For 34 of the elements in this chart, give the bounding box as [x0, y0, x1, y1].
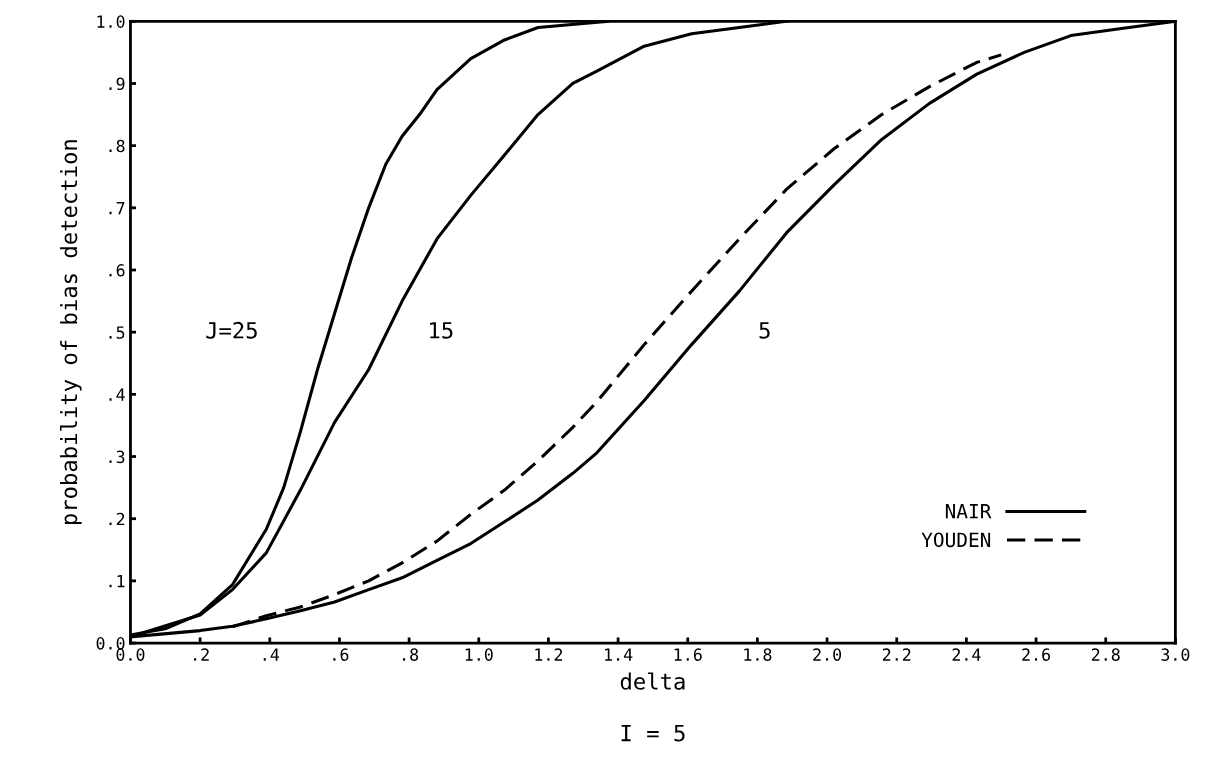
x-tick-label: 1.2 [535, 648, 563, 661]
x-tick-label: 2.0 [813, 648, 842, 661]
x-tick-label: 1.6 [674, 648, 702, 661]
x-tick-label: 2.4 [952, 648, 981, 661]
legend-label: NAIR [945, 504, 992, 519]
y-tick-label: .5 [109, 326, 125, 339]
y-tick-label: .6 [109, 264, 125, 277]
x-tick-label: 1.8 [744, 648, 772, 661]
y-tick-label: .9 [109, 77, 125, 91]
legend-label: YOUDEN [921, 532, 991, 548]
text: I = 5 [621, 724, 685, 742]
y-tick-label: .7 [109, 202, 125, 215]
x-tick-label: .4 [263, 648, 280, 661]
y-axis-title: probability of bias detection [59, 140, 82, 525]
x-tick-label: 1.0 [465, 648, 493, 661]
x-tick-label: 2.6 [1022, 648, 1051, 661]
x-tick-label: 2.8 [1091, 648, 1120, 661]
y-tick-label: 0.0 [96, 637, 125, 650]
x-tick-label: .6 [333, 648, 349, 661]
x-tick-label: 2.2 [882, 648, 911, 661]
y-tick-label: .1 [109, 575, 125, 588]
y-tick-label: .3 [109, 450, 125, 464]
annotation: J=25 [206, 321, 257, 339]
annotation: 5 [759, 322, 770, 339]
x-tick-label: 3.0 [1161, 648, 1190, 661]
y-tick-label: .8 [109, 139, 125, 153]
x-axis-title: delta [620, 672, 685, 690]
x-tick-label: .8 [403, 648, 419, 661]
y-tick-label: 1.0 [97, 15, 125, 28]
y-tick-label: .2 [109, 512, 125, 526]
annotation: 15 [430, 322, 453, 339]
y-tick-label: .4 [109, 388, 125, 401]
x-tick-label: .2 [194, 648, 209, 661]
x-tick-label: 1.4 [605, 648, 633, 661]
